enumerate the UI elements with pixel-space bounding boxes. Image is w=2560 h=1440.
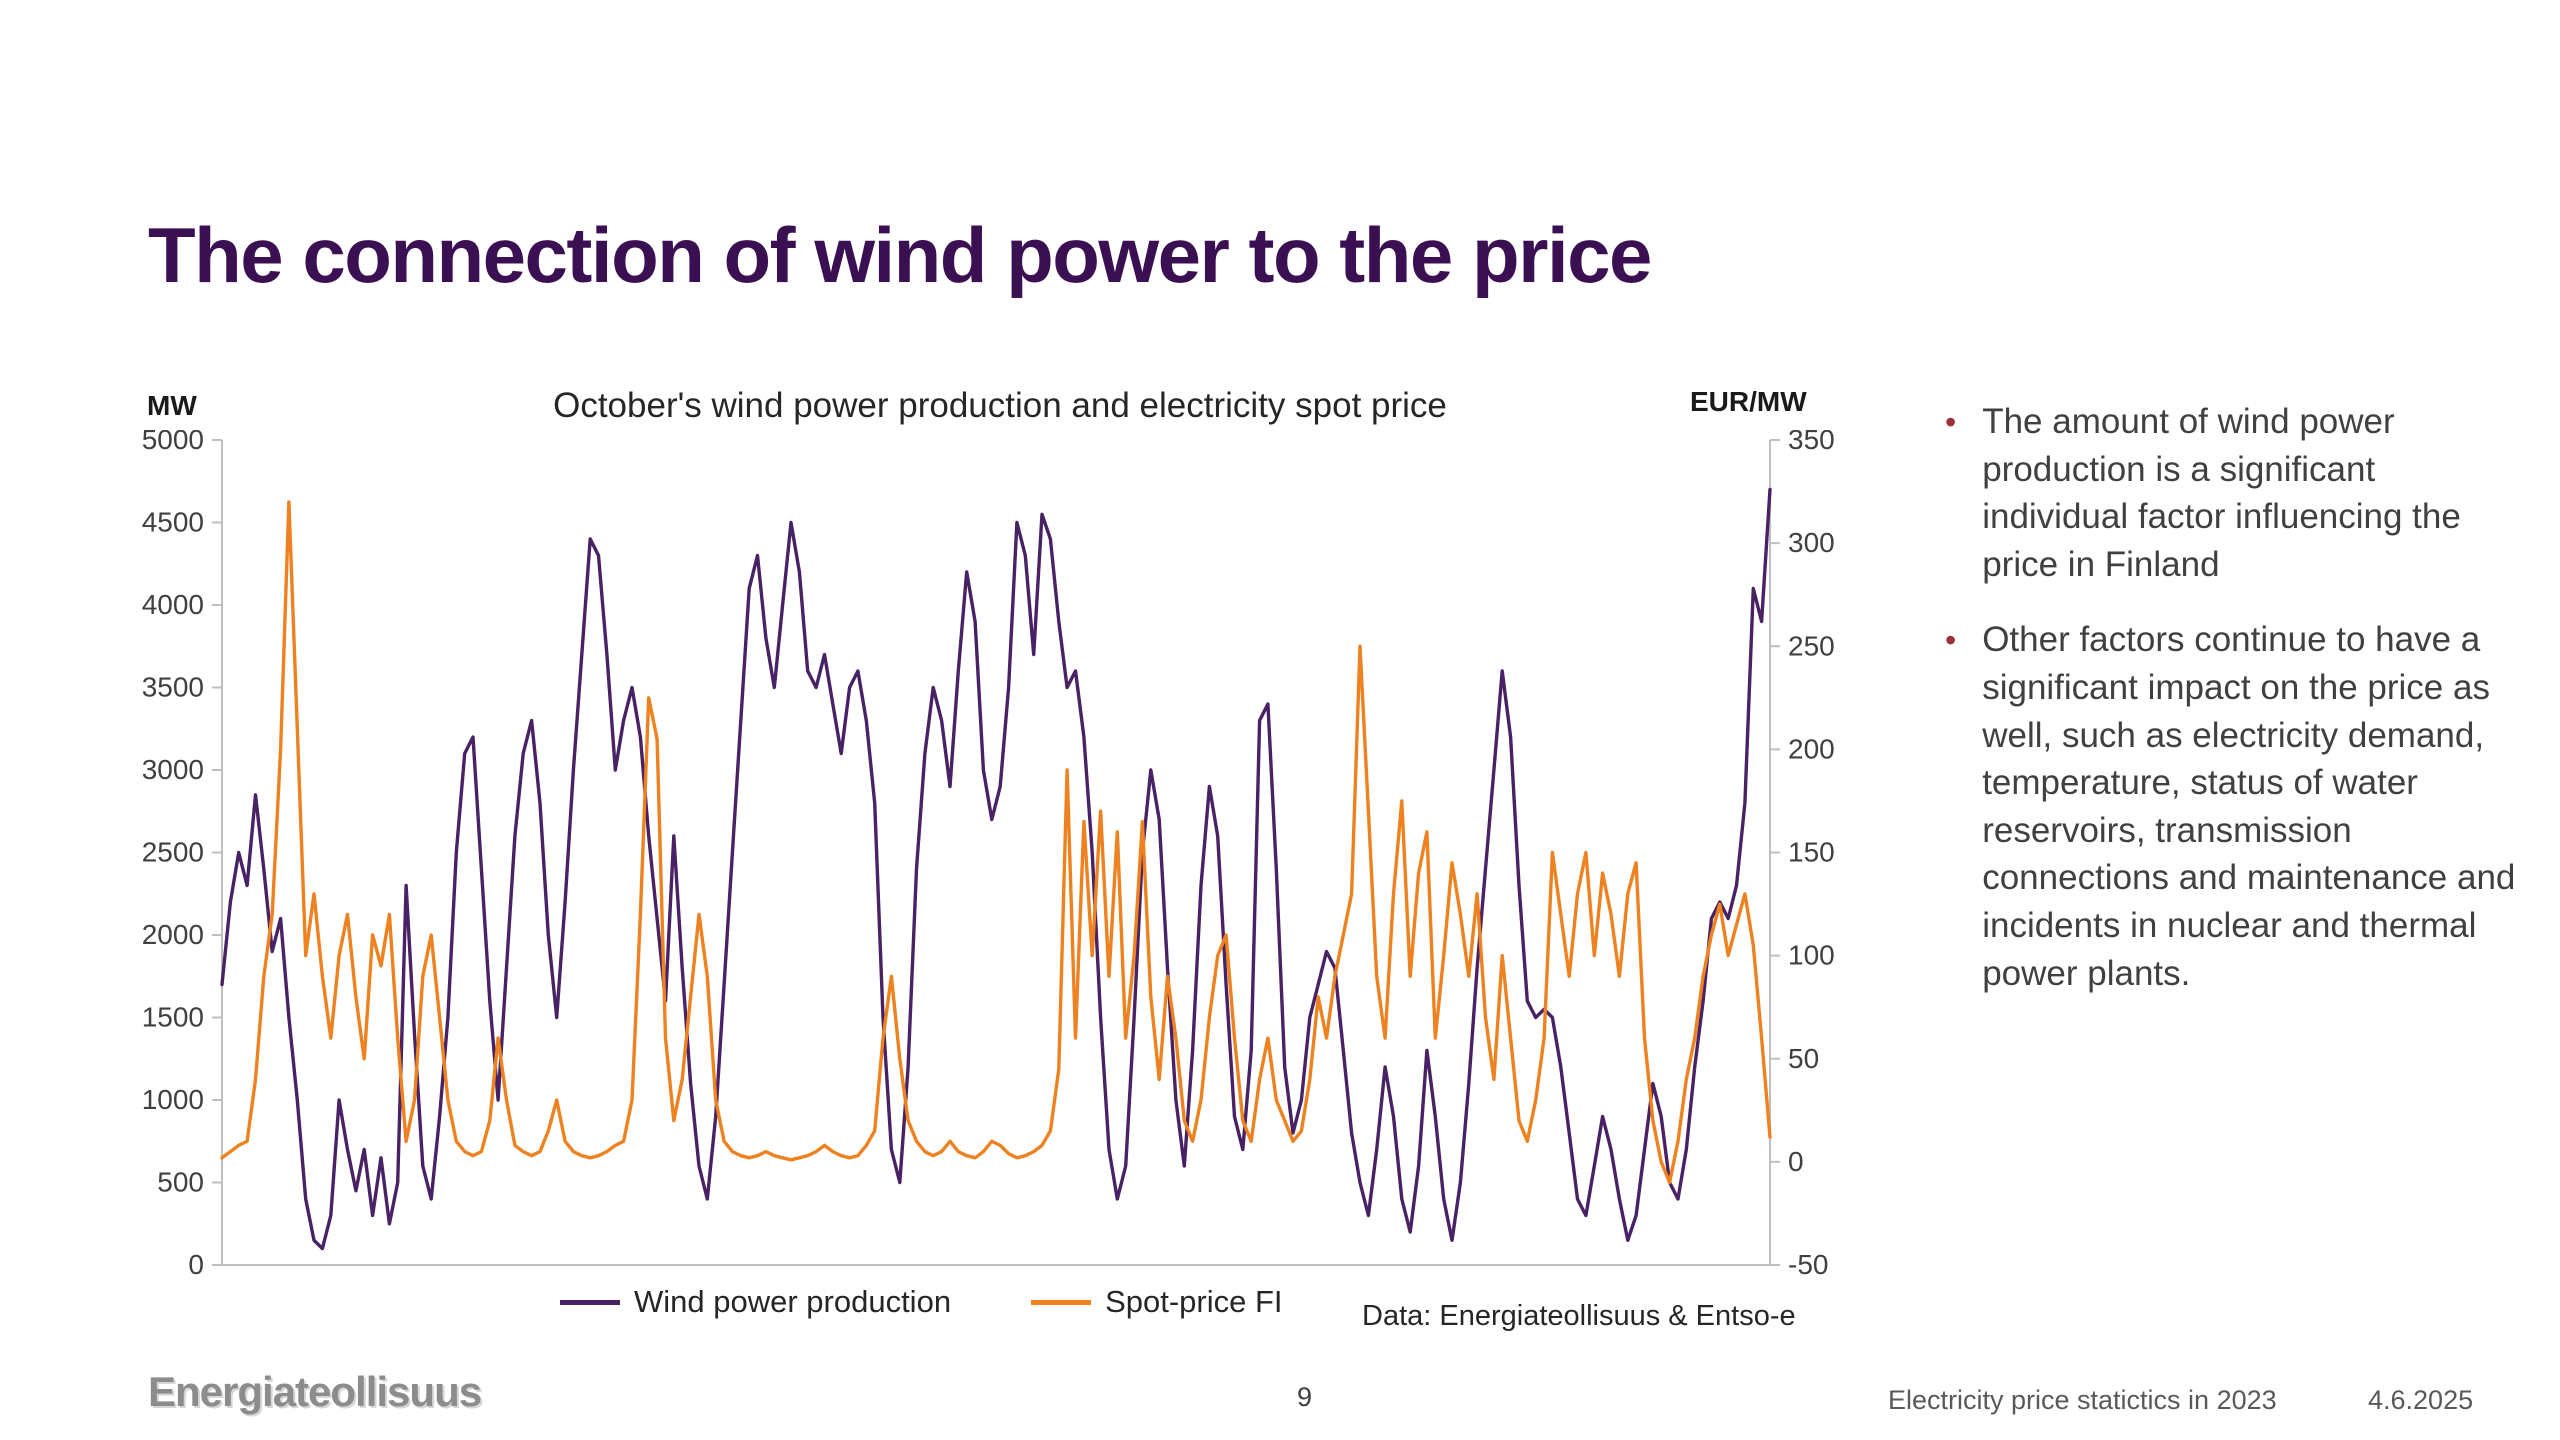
- chart-title: October's wind power production and elec…: [553, 386, 1447, 425]
- svg-text:3000: 3000: [142, 754, 204, 785]
- svg-text:1000: 1000: [142, 1084, 204, 1115]
- svg-text:1500: 1500: [142, 1002, 204, 1033]
- chart-source-note: Data: Energiateollisuus & Entso-e: [1362, 1300, 1796, 1332]
- bullet-list: • The amount of wind power production is…: [1945, 398, 2523, 1025]
- legend-swatch-spot: [1031, 1299, 1092, 1305]
- svg-text:5000: 5000: [142, 430, 204, 455]
- svg-text:500: 500: [157, 1167, 204, 1198]
- bullet-marker: •: [1945, 404, 1957, 440]
- left-axis-unit-label: MW: [147, 390, 197, 421]
- svg-text:0: 0: [188, 1249, 204, 1280]
- svg-text:0: 0: [1788, 1146, 1804, 1177]
- svg-text:2500: 2500: [142, 837, 204, 868]
- legend-swatch-wind: [560, 1299, 620, 1305]
- bullet-text: The amount of wind power production is a…: [1982, 402, 2461, 584]
- svg-text:350: 350: [1788, 430, 1835, 455]
- footer-text: Electricity price statictics in 2023: [1888, 1385, 2277, 1415]
- svg-text:4500: 4500: [142, 507, 204, 538]
- bullet-text: Other factors continue to have a signifi…: [1982, 620, 2516, 993]
- svg-text:200: 200: [1788, 733, 1835, 764]
- chart-legend: Wind power production Spot-price FI: [560, 1284, 1283, 1320]
- bullet-item: • The amount of wind power production is…: [1945, 398, 2523, 588]
- svg-text:2000: 2000: [142, 919, 204, 950]
- legend-label-wind: Wind power production: [634, 1284, 952, 1319]
- footer-date: 4.6.2025: [2368, 1385, 2474, 1415]
- chart-plot-svg: 5000450040003500300025002000150010005000…: [142, 430, 1835, 1280]
- bullet-item: • Other factors continue to have a signi…: [1945, 616, 2523, 997]
- svg-text:3500: 3500: [142, 672, 204, 703]
- legend-label-spot: Spot-price FI: [1105, 1284, 1283, 1319]
- svg-text:150: 150: [1788, 837, 1835, 868]
- svg-text:100: 100: [1788, 940, 1835, 971]
- legend-item-spot: Spot-price FI: [1031, 1284, 1283, 1320]
- page-title: The connection of wind power to the pric…: [148, 211, 1652, 300]
- bullet-marker: •: [1945, 622, 1957, 659]
- right-axis-unit-label: EUR/MW: [1690, 386, 1807, 417]
- svg-text:300: 300: [1788, 527, 1835, 558]
- page-number: 9: [1297, 1382, 1313, 1412]
- legend-item-wind: Wind power production: [560, 1284, 951, 1320]
- svg-text:250: 250: [1788, 630, 1835, 661]
- company-logo: Energiateollisuus: [148, 1368, 482, 1415]
- svg-text:4000: 4000: [142, 589, 204, 620]
- svg-text:50: 50: [1788, 1043, 1819, 1074]
- svg-text:-50: -50: [1788, 1249, 1828, 1280]
